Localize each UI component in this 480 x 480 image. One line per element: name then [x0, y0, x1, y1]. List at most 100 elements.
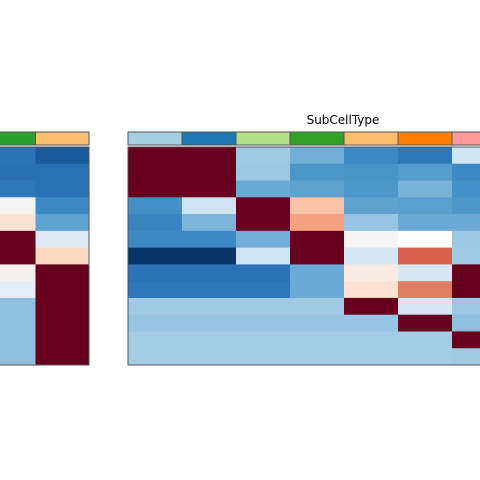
right-heatmap-cell	[290, 264, 345, 282]
right-heatmap-cell	[290, 281, 345, 299]
right-heatmap-cell	[128, 281, 183, 299]
left-heatmap-cell	[0, 281, 36, 299]
left-heatmap-cell	[35, 348, 90, 366]
right-heatmap-cell	[344, 180, 399, 198]
right-heatmap-cell	[398, 281, 453, 299]
right-heatmap-cell	[236, 230, 291, 249]
right-annotation-cell	[289, 131, 345, 146]
right-heatmap-cell	[236, 348, 291, 366]
right-heatmap-cell	[236, 281, 291, 299]
left-annotation-cell	[0, 131, 36, 146]
left-heatmap-cell	[0, 331, 36, 349]
right-heatmap-cell	[290, 348, 345, 366]
right-heatmap-cell	[128, 147, 183, 165]
left-heatmap-cell	[0, 314, 36, 332]
right-annotation-cell	[343, 131, 399, 146]
right-heatmap-cell	[128, 163, 183, 181]
right-heatmap-cell	[452, 314, 480, 332]
right-heatmap-cell	[452, 197, 480, 215]
right-heatmap-cell	[128, 180, 183, 198]
left-heatmap-cell	[0, 214, 36, 232]
right-heatmap-cell	[452, 281, 480, 299]
right-heatmap-cell	[398, 214, 453, 232]
right-heatmap-cell	[290, 331, 345, 349]
right-heatmap-cell	[452, 331, 480, 349]
right-heatmap-cell	[452, 247, 480, 265]
right-heatmap-cell	[344, 214, 399, 232]
left-heatmap-cell	[0, 297, 36, 316]
right-heatmap-cell	[236, 331, 291, 349]
left-heatmap-cell	[0, 180, 36, 198]
left-heatmap-cell	[35, 197, 90, 215]
left-heatmap-cell	[35, 247, 90, 265]
right-heatmap-cell	[398, 147, 453, 165]
right-heatmap-cell	[182, 230, 237, 249]
right-annotation-cell	[235, 131, 291, 146]
right-heatmap-cell	[398, 247, 453, 265]
right-heatmap-panel	[127, 131, 480, 366]
right-heatmap-cell	[236, 163, 291, 181]
left-heatmap-cell	[35, 230, 90, 249]
right-heatmap-cell	[452, 264, 480, 282]
right-heatmap-cell	[452, 230, 480, 249]
right-heatmap-cell	[398, 297, 453, 316]
right-heatmap-cell	[182, 314, 237, 332]
right-heatmap-cell	[290, 230, 345, 249]
right-heatmap-cell	[290, 214, 345, 232]
right-heatmap-cell	[128, 197, 183, 215]
right-heatmap-cell	[290, 247, 345, 265]
right-heatmap-cell	[398, 230, 453, 249]
right-heatmap-cell	[182, 147, 237, 165]
right-heatmap-cell	[236, 197, 291, 215]
left-panel-border	[0, 146, 90, 366]
right-heatmap-cell	[344, 147, 399, 165]
left-heatmap-cell	[0, 163, 36, 181]
right-heatmap-cell	[182, 264, 237, 282]
right-heatmap-cell	[236, 147, 291, 165]
left-heatmap-cell	[35, 281, 90, 299]
right-heatmap-cell	[128, 214, 183, 232]
right-heatmap-cell	[182, 180, 237, 198]
right-heatmap-cell	[128, 247, 183, 265]
right-heatmap-cell	[452, 214, 480, 232]
right-annotation-cell	[451, 131, 480, 146]
right-heatmap-cell	[398, 264, 453, 282]
left-heatmap-cell	[0, 230, 36, 249]
right-heatmap-cell	[452, 163, 480, 181]
left-heatmap-cell	[35, 214, 90, 232]
left-heatmap-cell	[35, 264, 90, 282]
right-annotation-cell	[127, 131, 183, 146]
right-heatmap-cell	[344, 197, 399, 215]
right-heatmap-cell	[452, 180, 480, 198]
right-heatmap-cell	[290, 180, 345, 198]
right-heatmap-cell	[398, 163, 453, 181]
right-heatmap-cell	[344, 348, 399, 366]
right-heatmap-cell	[398, 180, 453, 198]
left-heatmap-cell	[35, 297, 90, 316]
right-heatmap-cell	[128, 348, 183, 366]
right-heatmap-cell	[398, 314, 453, 332]
right-heatmap-cell	[344, 297, 399, 316]
left-heatmap-cell	[0, 247, 36, 265]
right-heatmap-cell	[236, 264, 291, 282]
right-heatmap-cell	[452, 348, 480, 366]
left-heatmap-cell	[0, 197, 36, 215]
left-heatmap-cell	[35, 180, 90, 198]
right-heatmap-cell	[452, 297, 480, 316]
left-heatmap-panel	[0, 131, 90, 366]
right-heatmap-cell	[344, 163, 399, 181]
right-heatmap-cell	[182, 281, 237, 299]
right-heatmap-cell	[290, 314, 345, 332]
right-heatmap-cell	[128, 331, 183, 349]
right-heatmap-cell	[128, 230, 183, 249]
right-heatmap-cell	[182, 163, 237, 181]
left-heatmap-cell	[35, 331, 90, 349]
right-annotation-cell	[397, 131, 453, 146]
left-heatmap-cell	[35, 314, 90, 332]
right-heatmap-cell	[290, 297, 345, 316]
right-heatmap-cell	[290, 197, 345, 215]
right-heatmap-cell	[182, 331, 237, 349]
right-heatmap-cell	[398, 348, 453, 366]
right-heatmap-cell	[182, 197, 237, 215]
right-heatmap-cell	[344, 281, 399, 299]
